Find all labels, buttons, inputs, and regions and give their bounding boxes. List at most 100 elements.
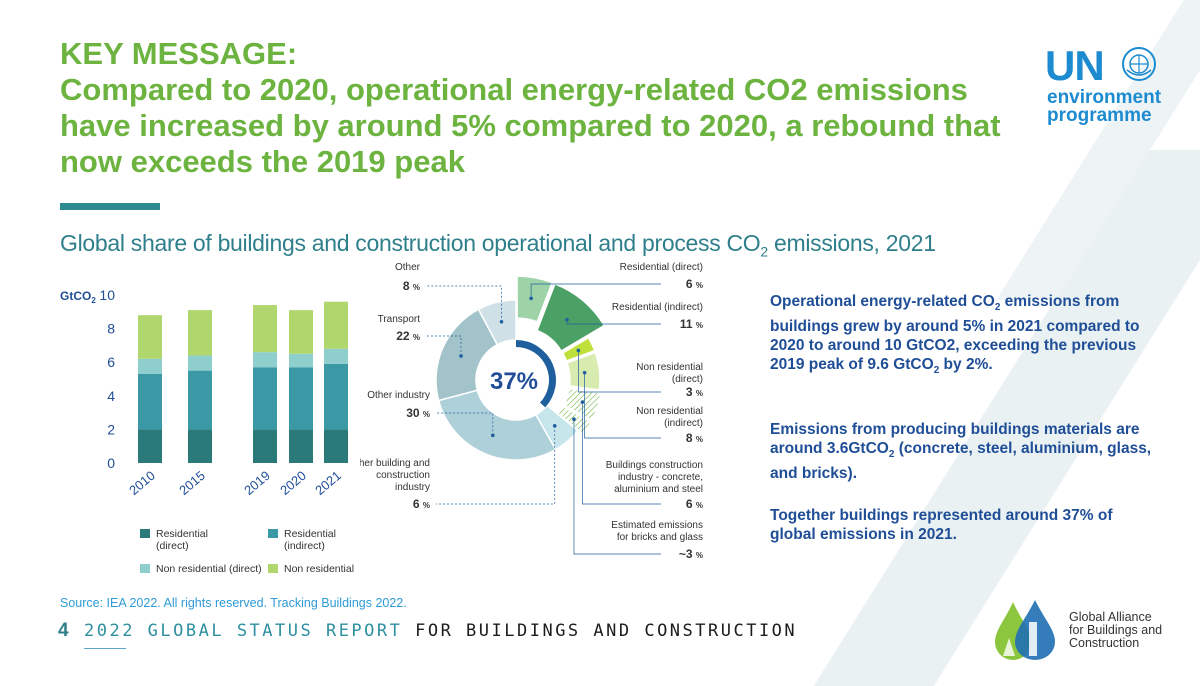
unep-logo-line2: programme [1047, 105, 1152, 126]
legend-swatch [140, 564, 150, 573]
donut-slice [477, 299, 517, 346]
donut-label: (direct) [672, 374, 703, 385]
leader-dot [572, 417, 576, 422]
gabc-logo-text: Global Alliance for Buildings and Constr… [1069, 610, 1163, 650]
donut-value-label: 11 % [680, 317, 703, 331]
y-tick-label: 6 [107, 354, 115, 370]
leader-line [573, 419, 661, 555]
leader-line [578, 350, 661, 393]
key-message-text: Compared to 2020, operational energy-rel… [60, 72, 1001, 179]
leader-dot [459, 354, 463, 358]
donut-label: (indirect) [664, 418, 703, 429]
leader-dot [552, 424, 557, 428]
key-message-label: KEY MESSAGE: [60, 36, 298, 71]
leader-line [582, 402, 661, 505]
legend-label: (direct) [156, 540, 189, 552]
donut-value-label: 6 % [686, 277, 703, 291]
leader-line [436, 425, 556, 505]
x-tick-label: 2021 [312, 468, 344, 498]
page-number: 4 [58, 620, 69, 641]
legend-label: Non residential (indirect) [284, 563, 355, 575]
accent-bar [60, 203, 160, 210]
x-tick-label: 2010 [126, 468, 158, 498]
legend-swatch [140, 529, 150, 538]
leader-dot [499, 319, 504, 324]
donut-label: Non residential [636, 362, 703, 373]
donut-label: aluminium and steel [614, 484, 703, 495]
bar-segment [289, 367, 313, 430]
bar-segment [289, 310, 313, 354]
bar-segment [138, 429, 162, 463]
legend-label: Non residential (direct) [156, 563, 262, 575]
buildings-share-arc [516, 340, 556, 408]
bar-segment [253, 305, 277, 353]
donut-label: Other [395, 262, 421, 273]
bar-segment [188, 429, 212, 463]
donut-label: Other industry [367, 390, 430, 401]
donut-label: construction [376, 470, 430, 481]
y-tick-label: 8 [107, 321, 115, 337]
donut-value-label: 8 % [686, 431, 703, 445]
donut-value-label: ~3 % [679, 547, 703, 561]
bar-segment [253, 367, 277, 430]
legend-swatch [268, 564, 278, 573]
y-tick-label: 0 [107, 455, 115, 471]
bar-segment [289, 353, 313, 368]
donut-label: for bricks and glass [617, 532, 703, 543]
bar-segment [188, 310, 212, 356]
unep-logo-un: UN [1045, 42, 1105, 89]
y-tick-label: 10 [99, 287, 115, 303]
x-tick-label: 2015 [176, 468, 208, 498]
y-tick-label: 4 [107, 388, 115, 404]
x-tick-label: 2019 [241, 468, 273, 498]
donut-slice [516, 275, 554, 323]
footer-divider [84, 648, 126, 649]
un-emblem-icon [1122, 47, 1156, 81]
donut-label: Residential (direct) [620, 262, 703, 273]
legend-label: (indirect) [284, 540, 325, 552]
donut-label: industry [395, 482, 430, 493]
legend-label: Residential [284, 528, 336, 540]
legend-swatch [268, 529, 278, 538]
leader-dot [576, 348, 581, 353]
x-tick-label: 2020 [277, 468, 309, 498]
leader-dot [529, 296, 533, 301]
summary-paragraph-1: Operational energy-related CO2 emissions… [770, 293, 1140, 377]
y-axis-unit: GtCO2 [60, 289, 96, 305]
donut-label: Transport [378, 314, 421, 325]
leader-dot [580, 400, 585, 404]
donut-value-label: 30 % [406, 406, 430, 420]
bar-segment [289, 429, 313, 463]
bar-segment [138, 315, 162, 359]
bar-segment [324, 429, 348, 463]
bar-segment [253, 429, 277, 463]
bar-segment [188, 370, 212, 430]
bar-segment [138, 358, 162, 374]
summary-paragraph-3: Together buildings represented around 37… [770, 507, 1113, 543]
unep-logo: UN environment programme [1045, 42, 1161, 132]
stacked-bar-chart: GtCO2 0 2 4 6 8 10 2010 2015 2019 2020 2021 Resident… [60, 287, 355, 575]
donut-slice [536, 282, 606, 353]
report-title: 2022 GLOBAL STATUS REPORT FOR BUILDINGS … [84, 621, 798, 641]
bar-segment [324, 348, 348, 364]
bar-segment [253, 352, 277, 368]
donut-label: Buildings construction [606, 460, 703, 471]
bar-segment [324, 301, 348, 349]
leader-dot [491, 433, 495, 438]
donut-value-label: 3 % [686, 385, 703, 399]
leader-line [436, 412, 494, 436]
donut-label: Estimated emissions [611, 520, 703, 531]
leader-line [584, 372, 661, 439]
leader-line [530, 283, 661, 299]
bar-segment [188, 355, 212, 371]
bar-segment [138, 373, 162, 430]
leader-dot [565, 317, 569, 322]
summary-paragraph-2: Emissions from producing buildings mater… [770, 421, 1152, 483]
donut-label: Other building and [360, 458, 430, 469]
bar-segment [324, 363, 348, 430]
donut-value-label: 8 % [403, 279, 420, 293]
donut-label: industry - concrete, [618, 472, 703, 483]
donut-slice [437, 389, 557, 461]
donut-chart: 37% Residential (direct) 6 % Residential (i… [360, 262, 703, 561]
gabc-drops-icon [995, 600, 1055, 660]
